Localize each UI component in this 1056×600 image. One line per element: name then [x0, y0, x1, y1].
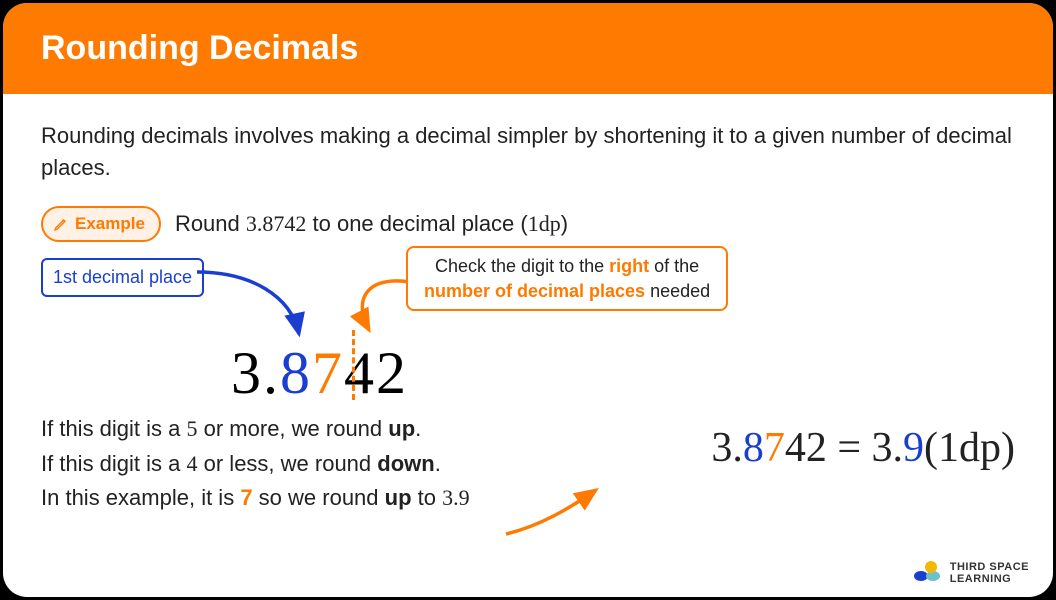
example-suffix: to one decimal place (	[306, 211, 527, 236]
r1bold: up	[388, 416, 415, 441]
r3a: In this example, it is	[41, 485, 240, 510]
brand-logo: THIRD SPACE LEARNING	[912, 561, 1029, 585]
lesson-card: Rounding Decimals Rounding decimals invo…	[3, 3, 1053, 597]
r2a: If this digit is a	[41, 451, 187, 476]
logo-icon	[912, 561, 942, 585]
dashed-separator	[352, 330, 355, 400]
header-bar: Rounding Decimals	[3, 3, 1053, 94]
res-rdp: 9	[903, 425, 924, 471]
r1n: 5	[187, 416, 198, 441]
intro-text: Rounding decimals involves making a deci…	[41, 120, 1015, 184]
res-rw: 3.	[872, 425, 904, 471]
r1b: or more, we round	[198, 416, 389, 441]
label-orange-2b: needed	[645, 281, 710, 301]
big-number: 3.8742	[231, 330, 408, 417]
label-orange-hl1: right	[609, 256, 649, 276]
r3bold: up	[385, 485, 412, 510]
label-orange-hl2: number of decimal places	[424, 281, 645, 301]
example-row: Example Round 3.8742 to one decimal plac…	[41, 206, 1015, 243]
example-close: )	[561, 211, 568, 236]
r2bold: down	[377, 451, 434, 476]
r3c: to	[412, 485, 443, 510]
content-area: Rounding decimals involves making a deci…	[3, 94, 1053, 525]
pencil-icon	[53, 216, 69, 232]
page-title: Rounding Decimals	[41, 29, 358, 67]
example-prefix: Round	[175, 211, 246, 236]
arrow-to-result	[500, 482, 610, 542]
r2c: .	[435, 451, 441, 476]
r1c: .	[415, 416, 421, 441]
res-prefix: 3.	[711, 425, 743, 471]
res-check: 7	[764, 425, 785, 471]
res-po: (	[924, 425, 938, 471]
res-eq: =	[827, 425, 872, 471]
r2n: 4	[187, 451, 198, 476]
label-first-decimal: 1st decimal place	[41, 258, 204, 296]
res-fdp: 8	[743, 425, 764, 471]
res-rest: 42	[785, 425, 827, 471]
big-num-first-dp: 8	[280, 340, 312, 406]
r3hl: 7	[240, 485, 252, 510]
logo-line1: THIRD SPACE	[950, 561, 1029, 573]
r1a: If this digit is a	[41, 416, 187, 441]
r3b: so we round	[253, 485, 385, 510]
res-dp: 1dp	[938, 425, 1001, 471]
label-orange-1a: Check the digit to the	[435, 256, 609, 276]
example-text: Round 3.8742 to one decimal place (1dp)	[175, 208, 568, 240]
example-dp: 1dp	[528, 211, 561, 236]
result-equation: 3.8742 = 3.9(1dp)	[711, 418, 1015, 479]
big-num-check: 7	[312, 340, 344, 406]
example-number: 3.8742	[246, 211, 307, 236]
logo-line2: LEARNING	[950, 573, 1029, 585]
res-pc: )	[1001, 425, 1015, 471]
r3res: 3.9	[442, 485, 470, 510]
example-badge: Example	[41, 206, 161, 243]
example-badge-label: Example	[75, 212, 145, 237]
diagram-area: 1st decimal place Check the di	[41, 252, 1015, 412]
big-num-whole: 3.	[231, 340, 280, 406]
r2b: or less, we round	[198, 451, 378, 476]
logo-text: THIRD SPACE LEARNING	[950, 561, 1029, 585]
label-orange-1b: of the	[649, 256, 699, 276]
label-check-digit: Check the digit to the right of the numb…	[406, 246, 728, 311]
